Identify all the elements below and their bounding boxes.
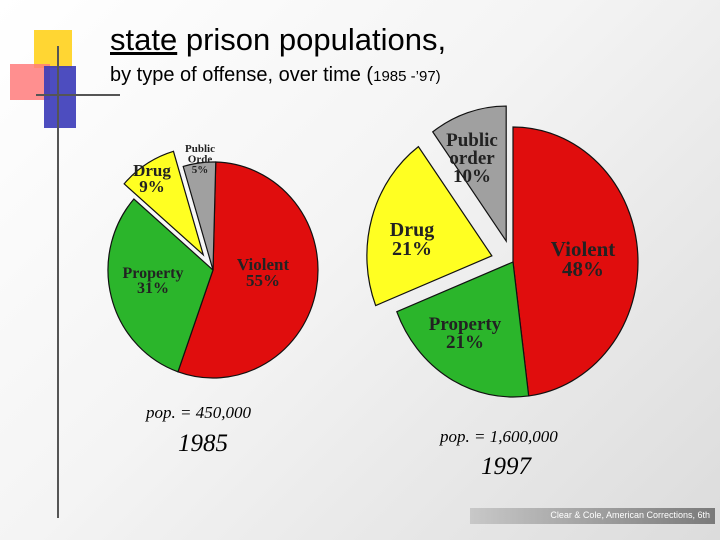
year-label-1985: 1985 bbox=[178, 430, 228, 457]
subtitle-main: by type of offense, over time ( bbox=[110, 64, 374, 86]
slide-subtitle: by type of offense, over time (1985 -’97… bbox=[110, 64, 441, 87]
year-label-1997: 1997 bbox=[481, 453, 533, 480]
deco-yellow-square bbox=[34, 30, 72, 68]
pie-label-1985-public-orde: Public Orde 5% bbox=[185, 143, 215, 176]
pie-label-1985-property: Property 31% bbox=[122, 265, 183, 297]
population-label-1997: pop. = 1,600,000 bbox=[439, 427, 558, 446]
pie-label-1985-drug: Drug 9% bbox=[133, 161, 171, 196]
title-rest: prison populations, bbox=[185, 22, 447, 57]
pie-slice-1985-public-orde bbox=[182, 161, 217, 271]
pie-label-1997-property: Property 21% bbox=[429, 314, 502, 353]
deco-vertical-line bbox=[57, 46, 59, 518]
pie-slice-1997-property bbox=[396, 261, 530, 398]
deco-blue-square bbox=[44, 66, 76, 128]
pie-label-1997-public-order: Public order 10% bbox=[446, 130, 498, 187]
pie-slice-1985-property bbox=[107, 198, 214, 373]
deco-horizontal-line bbox=[36, 94, 120, 96]
credit-bar bbox=[470, 508, 715, 524]
pie-1997: Violent 48% Property 21% Drug 21% Public order 1… bbox=[366, 105, 639, 398]
pie-slice-1985-violent bbox=[177, 161, 319, 379]
pie-label-1985-violent: Violent 55% bbox=[237, 255, 290, 290]
pie-1985: Violent 55% Property 31% Drug 9% Public Orde 5% bbox=[107, 143, 319, 379]
pie-slice-1997-public-order bbox=[431, 105, 507, 244]
pie-slice-1997-violent bbox=[512, 126, 639, 397]
credit-text: Clear & Cole, American Corrections, 6th bbox=[550, 510, 710, 520]
pie-slice-1997-drug bbox=[366, 145, 493, 307]
title-word-state: state bbox=[110, 22, 178, 57]
pie-label-1997-drug: Drug 21% bbox=[390, 219, 434, 260]
pie-slice-1985-drug bbox=[123, 150, 205, 257]
subtitle-years: 1985 -’97) bbox=[373, 68, 441, 85]
pie-label-1997-violent: Violent 48% bbox=[551, 237, 616, 281]
slide-title: state prison populations, bbox=[110, 22, 446, 58]
population-label-1985: pop. = 450,000 bbox=[145, 403, 251, 422]
